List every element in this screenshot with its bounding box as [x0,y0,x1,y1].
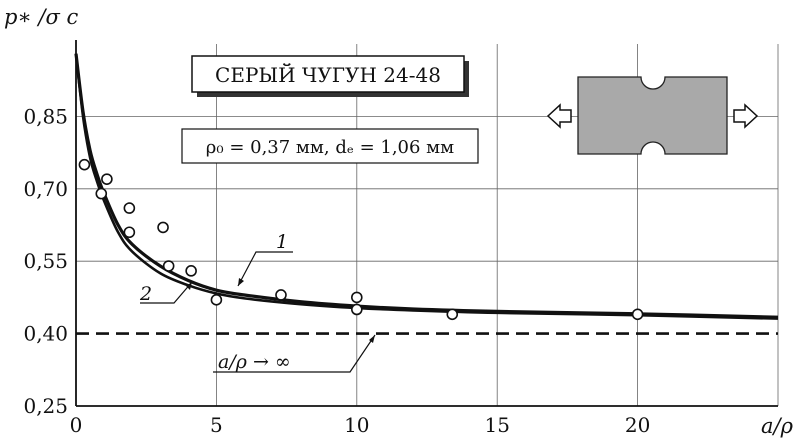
title-box: СЕРЫЙ ЧУГУН 24-48 [191,55,469,97]
y-tick-label: 0,25 [23,394,68,418]
series-1-label: 1 [276,231,288,253]
params-box-text: ρ₀ = 0,37 мм, dₑ = 1,06 мм [206,137,454,158]
data-point [185,265,197,277]
data-point [123,226,136,239]
x-tick-label: 0 [70,413,83,437]
y-axis-label: p∗ /σ c [4,5,78,29]
data-point [78,158,91,171]
series-1-leader: 1 [237,231,293,287]
tick-labels: 0 5 10 15 20 0,25 0,40 0,55 0,70 0,85 [23,104,650,437]
series-2-line [74,53,779,320]
data-point [210,294,223,306]
data-point [275,289,287,301]
y-tick-label: 0,55 [23,249,68,273]
data-point [631,308,644,321]
data-point [157,221,169,234]
series-1-line [74,53,779,319]
x-tick-label: 10 [344,413,369,437]
right-arrow-icon [733,103,759,129]
axes [75,40,778,407]
data-point [350,291,363,304]
y-tick-label: 0,40 [23,322,68,346]
x-tick-label: 20 [625,413,650,437]
asymptote-leader: a/ρ → ∞ [213,334,376,373]
asymptote-label: a/ρ → ∞ [218,351,291,373]
data-point [101,173,113,185]
series-2-leader: 2 [139,281,193,305]
title-box-frame [191,55,465,93]
data-point [162,260,175,272]
x-tick-label: 15 [484,413,509,437]
y-tick-label: 0,85 [23,104,68,128]
series-2-label: 2 [139,283,152,305]
y-tick-label: 0,70 [23,177,68,201]
title-box-text: СЕРЫЙ ЧУГУН 24-48 [215,62,441,87]
params-box: ρ₀ = 0,37 мм, dₑ = 1,06 мм [181,128,479,164]
params-box-frame [181,128,479,164]
data-point [350,303,363,316]
data-point [95,187,108,200]
curves [74,53,779,320]
notched-specimen-icon [546,76,759,155]
x-tick-label: 5 [210,413,223,437]
data-point [446,308,459,321]
left-arrow-icon [546,103,572,129]
x-axis-label: a/ρ [761,414,794,438]
data-points [78,158,644,321]
data-point [123,202,136,214]
